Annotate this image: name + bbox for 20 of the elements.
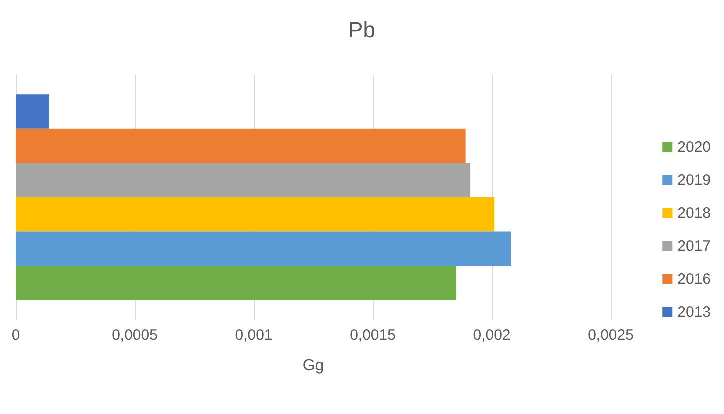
x-tick-label: 0,002: [473, 327, 511, 344]
x-tick-label: 0,0005: [112, 327, 158, 344]
legend-label: 2019: [678, 172, 712, 189]
bar: [16, 163, 471, 198]
bar: [16, 198, 494, 232]
x-tick-label: 0,0015: [350, 327, 396, 344]
legend-label: 2016: [678, 271, 712, 288]
legend-label: 2013: [678, 304, 712, 321]
bar: [16, 128, 466, 164]
x-tick-label: 0,001: [235, 327, 273, 344]
legend-label: 2018: [678, 205, 712, 222]
x-tick-label: 0: [12, 327, 20, 344]
legend-label: 2017: [678, 238, 712, 255]
x-tick-label: 0,0025: [588, 327, 634, 344]
legend-label: 2020: [678, 139, 712, 156]
bar: [16, 266, 456, 300]
x-axis-title: Gg: [302, 358, 324, 374]
bar: [16, 94, 50, 129]
chart-title: Pb: [348, 18, 376, 42]
bar: [16, 232, 512, 266]
